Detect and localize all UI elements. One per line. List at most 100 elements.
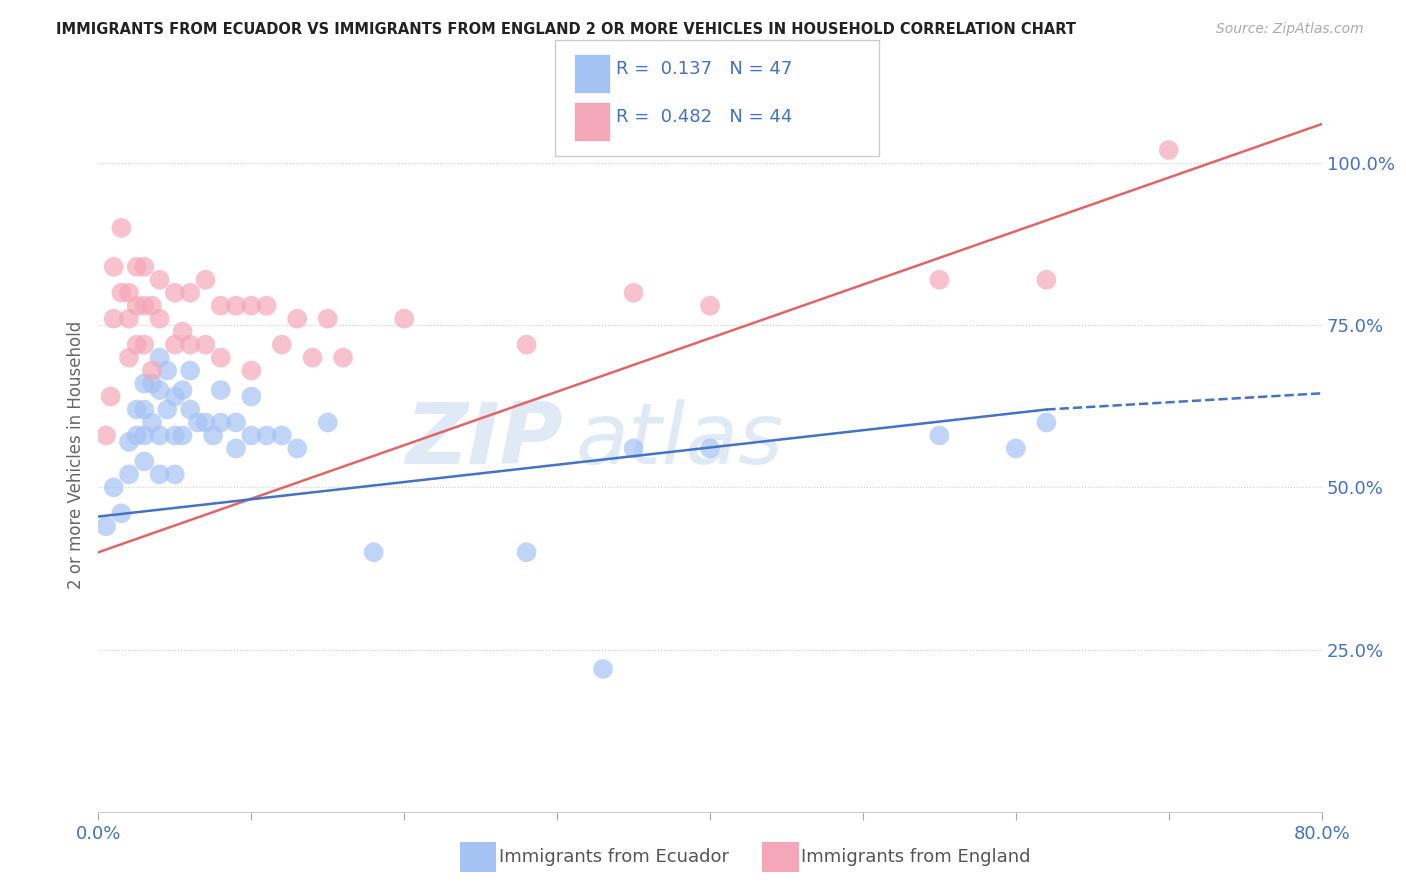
- Point: [194, 416, 217, 430]
- Point: [134, 260, 156, 274]
- Point: [134, 428, 156, 442]
- Text: R =  0.137   N = 47: R = 0.137 N = 47: [616, 60, 792, 78]
- Point: [94, 428, 117, 442]
- Point: [928, 273, 950, 287]
- Point: [516, 545, 538, 559]
- Point: [149, 311, 172, 326]
- Point: [118, 285, 141, 300]
- Point: [156, 363, 179, 377]
- Point: [141, 299, 163, 313]
- Point: [225, 416, 247, 430]
- Point: [103, 260, 125, 274]
- Point: [179, 402, 201, 417]
- Point: [270, 428, 292, 442]
- Point: [623, 285, 645, 300]
- Point: [141, 363, 163, 377]
- Point: [118, 467, 141, 482]
- Point: [149, 428, 172, 442]
- Point: [141, 416, 163, 430]
- Point: [194, 337, 217, 351]
- Point: [240, 363, 263, 377]
- Point: [110, 220, 132, 235]
- Point: [1004, 442, 1026, 456]
- Point: [172, 325, 194, 339]
- Point: [125, 428, 148, 442]
- Point: [332, 351, 354, 365]
- Point: [316, 311, 339, 326]
- Point: [118, 311, 141, 326]
- Point: [209, 351, 232, 365]
- Point: [194, 273, 217, 287]
- Point: [270, 337, 292, 351]
- Text: Immigrants from England: Immigrants from England: [801, 848, 1031, 866]
- Point: [149, 273, 172, 287]
- Point: [134, 376, 156, 391]
- Point: [118, 434, 141, 449]
- Point: [141, 376, 163, 391]
- Point: [209, 299, 232, 313]
- Point: [134, 454, 156, 468]
- Point: [179, 363, 201, 377]
- Text: Source: ZipAtlas.com: Source: ZipAtlas.com: [1216, 22, 1364, 37]
- Point: [172, 383, 194, 397]
- Point: [163, 467, 186, 482]
- Point: [392, 311, 416, 326]
- Text: R =  0.482   N = 44: R = 0.482 N = 44: [616, 108, 792, 126]
- Point: [592, 662, 614, 676]
- Point: [125, 299, 148, 313]
- Point: [240, 390, 263, 404]
- Point: [163, 337, 186, 351]
- Point: [187, 416, 209, 430]
- Point: [179, 285, 201, 300]
- Text: IMMIGRANTS FROM ECUADOR VS IMMIGRANTS FROM ENGLAND 2 OR MORE VEHICLES IN HOUSEHO: IMMIGRANTS FROM ECUADOR VS IMMIGRANTS FR…: [56, 22, 1076, 37]
- Point: [225, 299, 247, 313]
- Point: [110, 506, 132, 520]
- Point: [118, 351, 141, 365]
- Point: [125, 260, 148, 274]
- Point: [156, 402, 179, 417]
- Point: [100, 390, 122, 404]
- Point: [1035, 416, 1057, 430]
- Point: [110, 285, 132, 300]
- Point: [1035, 273, 1057, 287]
- Point: [285, 311, 308, 326]
- Point: [163, 390, 186, 404]
- Point: [623, 442, 645, 456]
- Point: [1157, 143, 1180, 157]
- Point: [240, 428, 263, 442]
- Point: [301, 351, 323, 365]
- Point: [516, 337, 538, 351]
- Point: [172, 428, 194, 442]
- Point: [256, 299, 278, 313]
- Point: [209, 416, 232, 430]
- Point: [163, 428, 186, 442]
- Point: [149, 383, 172, 397]
- Point: [179, 337, 201, 351]
- Point: [94, 519, 117, 533]
- Point: [125, 402, 148, 417]
- Point: [363, 545, 385, 559]
- Text: ZIP: ZIP: [405, 399, 564, 483]
- Point: [699, 299, 721, 313]
- Y-axis label: 2 or more Vehicles in Household: 2 or more Vehicles in Household: [66, 321, 84, 589]
- Text: atlas: atlas: [575, 399, 783, 483]
- Point: [103, 311, 125, 326]
- Point: [209, 383, 232, 397]
- Point: [285, 442, 308, 456]
- Text: Immigrants from Ecuador: Immigrants from Ecuador: [499, 848, 730, 866]
- Point: [256, 428, 278, 442]
- Point: [240, 299, 263, 313]
- Point: [134, 337, 156, 351]
- Point: [699, 442, 721, 456]
- Point: [316, 416, 339, 430]
- Point: [134, 299, 156, 313]
- Point: [103, 480, 125, 494]
- Point: [125, 337, 148, 351]
- Point: [163, 285, 186, 300]
- Point: [225, 442, 247, 456]
- Point: [149, 351, 172, 365]
- Point: [134, 402, 156, 417]
- Point: [149, 467, 172, 482]
- Point: [202, 428, 225, 442]
- Point: [928, 428, 950, 442]
